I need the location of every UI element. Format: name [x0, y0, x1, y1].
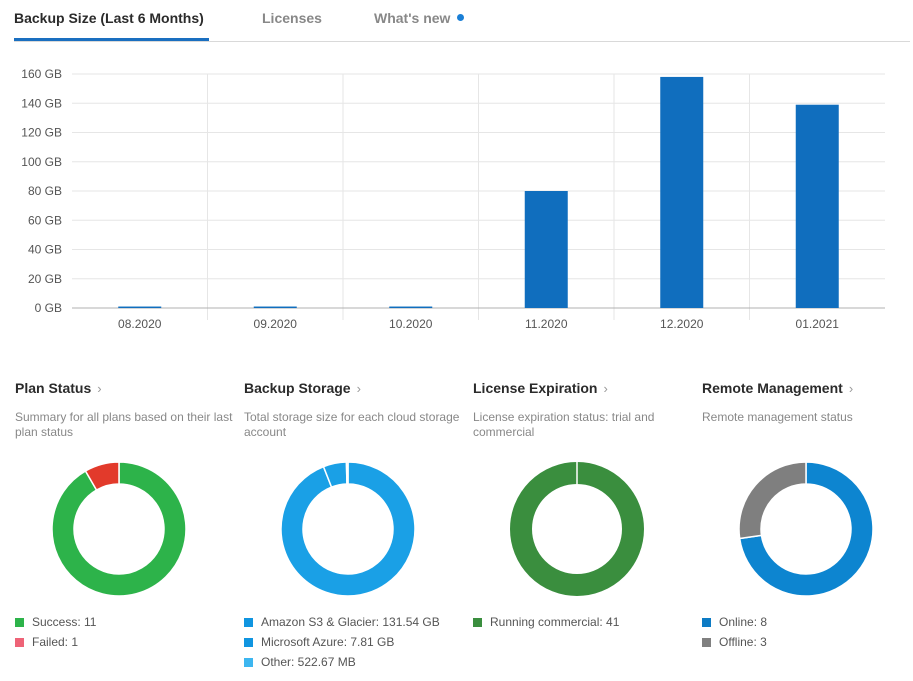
license-expiration-donut [510, 462, 644, 596]
license-expiration-title[interactable]: License Expiration › [473, 380, 698, 396]
legend-item[interactable]: Offline: 3 [702, 632, 767, 652]
bar-11.2020[interactable] [524, 191, 568, 308]
license-expiration-legend: Running commercial: 41 [473, 612, 619, 632]
y-tick-label: 100 GB [21, 155, 62, 169]
tab-licenses-label: Licenses [262, 10, 322, 26]
backup-size-chart: 0 GB 20 GB 40 GB 60 GB 80 GB 100 GB 120 GB 140 … [21, 67, 885, 331]
donut-slice[interactable] [281, 462, 415, 596]
tab-whats-new[interactable]: What's new [374, 10, 465, 26]
legend-swatch [15, 617, 24, 627]
legend-label: Amazon S3 & Glacier: 131.54 GB [261, 615, 440, 629]
plan-status-title[interactable]: Plan Status › [15, 380, 240, 396]
legend-swatch [702, 637, 711, 647]
chevron-right-icon: › [603, 381, 608, 396]
y-tick-label: 140 GB [21, 96, 62, 110]
remote-management-title-text: Remote Management [702, 380, 843, 396]
backup-storage-widget: Backup Storage › Total storage size for e… [244, 380, 469, 669]
legend-label: Other: 522.67 MB [261, 655, 356, 669]
legend-swatch [702, 617, 711, 627]
remote-management-donut [739, 462, 873, 596]
x-tick-label: 11.2020 [525, 317, 568, 331]
y-tick-label: 120 GB [21, 126, 62, 140]
bar-10.2020[interactable] [389, 306, 433, 309]
chevron-right-icon: › [356, 381, 361, 396]
legend-item[interactable]: Failed: 1 [15, 632, 96, 652]
plan-status-title-text: Plan Status [15, 380, 92, 396]
donut-slice[interactable] [739, 462, 873, 596]
legend-item[interactable]: Running commercial: 41 [473, 612, 619, 632]
legend-label: Microsoft Azure: 7.81 GB [261, 635, 395, 649]
donut-slice[interactable] [84, 462, 120, 492]
tab-bar: Backup Size (Last 6 Months) Licenses Wha… [0, 0, 913, 42]
backup-storage-donut [281, 462, 415, 596]
remote-management-legend: Online: 8 Offline: 3 [702, 612, 767, 652]
x-tick-label: 10.2020 [389, 317, 433, 331]
bar-01.2021[interactable] [795, 104, 839, 309]
plan-status-donut [52, 462, 186, 596]
legend-swatch [244, 637, 253, 647]
new-indicator-dot [457, 14, 465, 21]
legend-swatch [15, 637, 24, 647]
legend-swatch [473, 617, 482, 627]
donut-slice[interactable] [510, 462, 644, 596]
active-tab-indicator [14, 38, 209, 41]
plan-status-widget: Plan Status › Summary for all plans based… [15, 380, 240, 649]
license-expiration-widget: License Expiration › License expiration s… [473, 380, 698, 629]
legend-item[interactable]: Success: 11 [15, 612, 96, 632]
legend-item[interactable]: Other: 522.67 MB [244, 652, 440, 672]
remote-management-description: Remote management status [702, 410, 853, 424]
legend-label: Offline: 3 [719, 635, 767, 649]
legend-item[interactable]: Amazon S3 & Glacier: 131.54 GB [244, 612, 440, 632]
backup-storage-description: Total storage size for each cloud storag… [244, 410, 460, 439]
license-expiration-description: License expiration status: trial and com… [473, 410, 655, 439]
plan-status-description: Summary for all plans based on their las… [15, 410, 233, 439]
legend-swatch [244, 657, 253, 667]
y-tick-label: 80 GB [28, 184, 62, 198]
legend-label: Running commercial: 41 [490, 615, 620, 629]
donut-slice[interactable] [52, 462, 186, 596]
remote-management-title[interactable]: Remote Management › [702, 380, 913, 396]
legend-item[interactable]: Microsoft Azure: 7.81 GB [244, 632, 440, 652]
x-tick-label: 09.2020 [254, 317, 298, 331]
y-tick-label: 20 GB [28, 272, 62, 286]
x-tick-label: 08.2020 [118, 317, 162, 331]
y-tick-label: 60 GB [28, 213, 62, 227]
tab-bar-divider [14, 41, 910, 42]
backup-storage-title[interactable]: Backup Storage › [244, 380, 469, 396]
tab-licenses[interactable]: Licenses [262, 10, 322, 26]
tab-whats-new-label: What's new [374, 10, 451, 26]
tab-backup-size[interactable]: Backup Size (Last 6 Months) [14, 10, 204, 26]
legend-label: Failed: 1 [32, 635, 79, 649]
remote-management-widget: Remote Management › Remote management sta… [702, 380, 913, 649]
chevron-right-icon: › [97, 381, 102, 396]
legend-label: Success: 11 [32, 615, 97, 629]
backup-storage-title-text: Backup Storage [244, 380, 351, 396]
legend-label: Online: 8 [719, 615, 768, 629]
chevron-right-icon: › [848, 381, 854, 396]
y-tick-label: 0 GB [35, 301, 62, 315]
legend-item[interactable]: Online: 8 [702, 612, 767, 632]
bar-09.2020[interactable] [253, 306, 297, 309]
donut-slice[interactable] [345, 462, 349, 485]
backup-storage-legend: Amazon S3 & Glacier: 131.54 GB Microsoft … [244, 612, 440, 672]
plan-status-legend: Success: 11 Failed: 1 [15, 612, 96, 652]
legend-swatch [244, 617, 253, 627]
y-tick-label: 40 GB [28, 243, 62, 257]
x-tick-label: 12.2020 [660, 317, 704, 331]
bar-12.2020[interactable] [660, 76, 704, 308]
tab-backup-size-label: Backup Size (Last 6 Months) [14, 10, 204, 26]
license-expiration-title-text: License Expiration [473, 380, 598, 396]
y-tick-label: 160 GB [21, 67, 62, 81]
x-tick-label: 01.2021 [796, 317, 840, 331]
donut-slice[interactable] [739, 462, 807, 540]
bar-08.2020[interactable] [118, 306, 162, 309]
